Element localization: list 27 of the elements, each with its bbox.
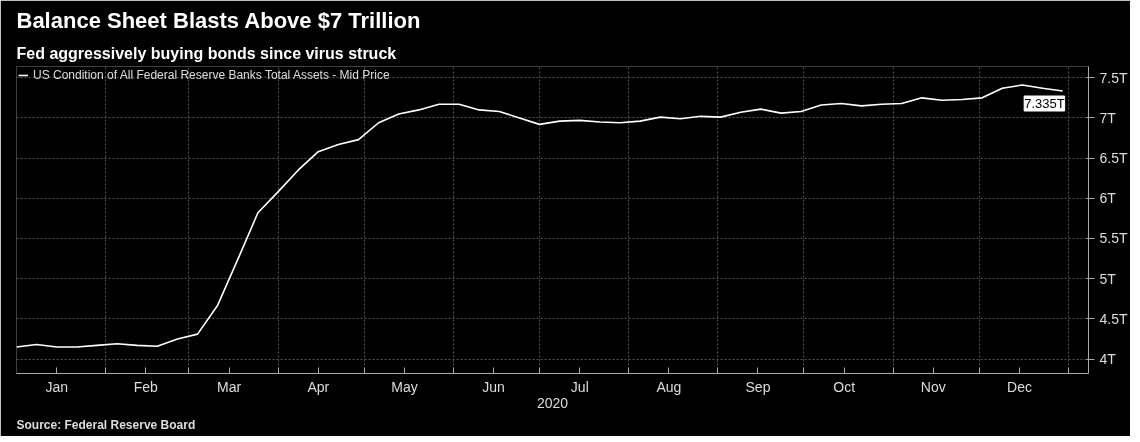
annotation: 7.335T [1024,96,1065,112]
x-tick-label: Jan [45,378,69,395]
legend-label: US Condition of All Federal Reserve Banks Total Assets - Mid Price [33,68,390,82]
x-tick-label: Apr [307,378,330,395]
source-note: Source: Federal Reserve Board [16,417,196,432]
y-tick-label: 4.5T [1099,310,1128,327]
x-tick-label: Jun [482,378,505,395]
x-tick-label: Nov [920,378,946,395]
x-tick-label: Sep [745,378,771,395]
x-tick-label: May [391,378,418,395]
y-tick-label: 5T [1099,270,1117,287]
y-tick-label: 6.5T [1099,150,1128,167]
y-tick-label: 7.5T [1099,69,1128,86]
y-tick-label: 6T [1099,190,1117,207]
y-tick-label: 5.5T [1099,230,1128,247]
x-tick-label: Oct [833,378,856,395]
y-tick-label: 4T [1099,351,1117,368]
x-axis-title: 2020 [536,394,569,411]
chart-title: Balance Sheet Blasts Above $7 Trillion [16,7,421,33]
x-tick-label: Feb [133,378,159,395]
line-series [16,84,1064,348]
x-tick-label: Dec [1007,378,1032,395]
y-tick-label: 7T [1099,109,1117,126]
x-tick-label: Mar [217,378,242,395]
x-tick-label: Jul [570,378,589,395]
chart-subtitle: Fed aggressively buying bonds since virus struck [16,44,397,62]
x-tick-label: Aug [656,378,682,395]
